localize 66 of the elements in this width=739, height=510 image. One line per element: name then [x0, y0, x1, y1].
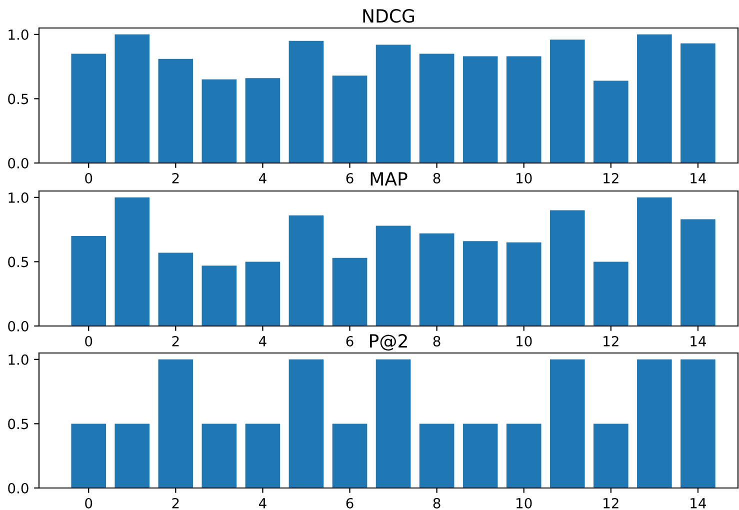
bar [202, 79, 237, 163]
x-tick-label: 6 [346, 172, 354, 184]
bar [506, 242, 542, 326]
bar [594, 80, 628, 163]
x-tick-label: 8 [433, 498, 440, 508]
x-tick-label: 14 [690, 498, 706, 508]
bar [419, 233, 454, 326]
x-tick-label: 8 [433, 336, 440, 346]
x-tick-label: 10 [516, 498, 532, 508]
bar [376, 44, 411, 163]
x-tick-label: 0 [85, 172, 92, 184]
y-tick-label: 0.5 [8, 94, 28, 104]
x-tick-label: 2 [172, 498, 179, 508]
bar [332, 76, 368, 163]
x-tick-label: 10 [516, 172, 532, 184]
bar [332, 258, 368, 326]
x-tick-label: 6 [346, 336, 354, 346]
y-tick-label: 0.5 [8, 256, 28, 268]
bar [506, 56, 542, 163]
y-tick-label: 1.0 [8, 29, 28, 40]
bar [71, 236, 106, 326]
bar [550, 40, 585, 163]
bar [680, 219, 716, 326]
chart-title: NDCG [363, 9, 414, 23]
x-tick-label: 14 [690, 173, 706, 184]
bar [202, 266, 237, 326]
bar [288, 40, 324, 163]
bar [637, 197, 672, 326]
bar [594, 262, 628, 326]
y-tick-label: 0.0 [8, 158, 28, 168]
y-tick-label: 1.0 [8, 192, 28, 203]
x-tick-label: 8 [433, 172, 440, 184]
bar [419, 54, 454, 163]
x-tick-label: 12 [604, 498, 618, 508]
x-tick-label: 12 [604, 336, 618, 346]
bar [637, 34, 672, 163]
x-tick-label: 2 [172, 336, 179, 346]
x-tick-label: 12 [604, 172, 618, 184]
x-tick-label: 0 [85, 498, 92, 508]
bar [245, 262, 280, 326]
bar [680, 43, 716, 163]
y-tick-label: 0.5 [8, 418, 28, 430]
x-tick-label: 4 [258, 173, 266, 184]
x-tick-label: 2 [172, 172, 179, 184]
chart-title: P@2 [370, 334, 407, 351]
bar [158, 252, 194, 326]
y-tick-label: 0.0 [8, 320, 28, 332]
bar [550, 210, 585, 326]
bar [376, 226, 411, 326]
x-tick-label: 10 [516, 336, 532, 346]
y-tick-label: 1.0 [8, 354, 28, 365]
x-tick-label: 14 [690, 336, 706, 346]
x-tick-label: 0 [85, 336, 92, 346]
bar [245, 78, 280, 163]
x-tick-label: 4 [258, 336, 266, 346]
x-tick-label: 4 [258, 498, 266, 508]
bar [71, 54, 106, 163]
bar [462, 241, 498, 326]
chart-title: MAP [370, 172, 408, 186]
x-tick-label: 6 [346, 498, 354, 508]
bar [114, 197, 150, 326]
bar [158, 58, 194, 163]
bar [288, 215, 324, 326]
bar [462, 56, 498, 163]
bar [114, 34, 150, 163]
y-tick-label: 0.0 [8, 482, 28, 494]
